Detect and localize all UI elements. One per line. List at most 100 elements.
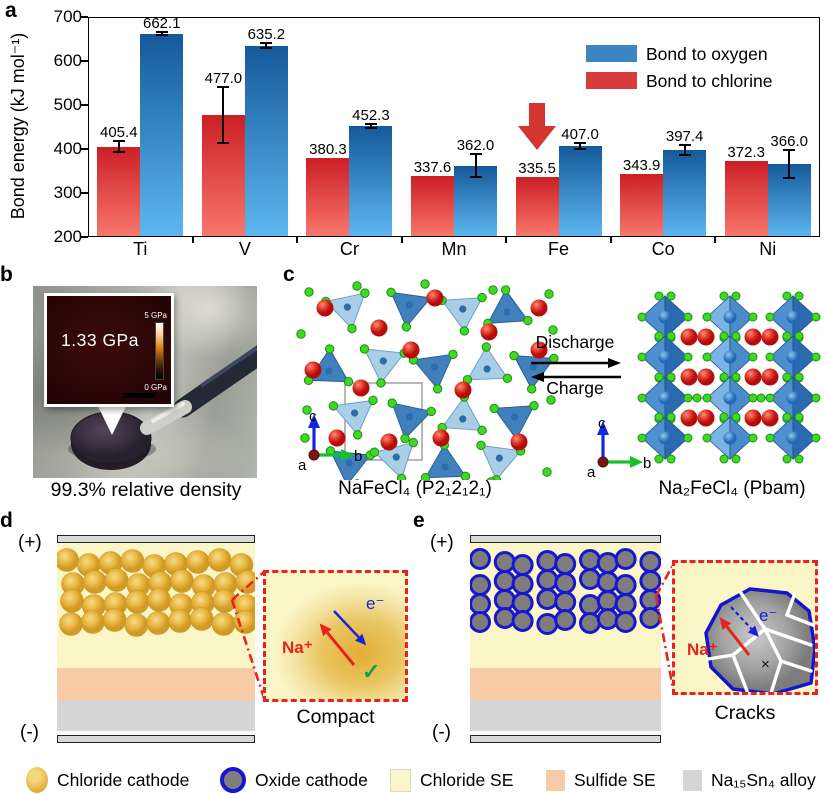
value-label: 452.3 [338,107,404,124]
value-label: 337.6 [400,159,466,176]
b-axis-label: b [354,448,362,465]
value-label: 477.0 [190,70,256,87]
legend-item-chloride-se: Chloride SE [390,766,513,794]
top-current-collector [470,535,661,543]
electron-label: e⁻ [366,594,384,613]
value-label: 635.2 [233,26,299,43]
chloride-cathode-swatch-icon [26,767,48,793]
y-tick-mark [81,148,88,150]
cross-icon: × [761,656,770,673]
x-category-label: V [200,239,290,260]
electron-label: e⁻ [759,606,777,625]
x-tick-mark [401,237,403,243]
modulus-value: 1.33 GPa [49,330,151,351]
na-ion-label: Na⁺ [282,638,313,657]
y-tick-mark [81,192,88,194]
error-bar-cap [113,151,125,153]
error-bar-cap [365,127,377,129]
value-label: 362.0 [443,137,509,154]
bar-Ti-chlorine [97,147,140,237]
x-category-label: Fe [514,239,604,260]
charge-label: Charge [522,378,628,399]
value-label: 335.5 [504,160,570,177]
legend-item-alloy: Na₁₅Sn₄ alloy [683,766,816,794]
error-bar-cap [574,148,586,150]
x-tick-mark [505,237,507,243]
na2fecl4-caption: Na₂FeCl₄ (Pbam) [638,478,826,500]
value-label: 366.0 [756,133,822,150]
negative-electrode-label: (-) [432,722,451,744]
a-axis-dot-icon [598,457,608,467]
error-bar [788,150,790,177]
a-axis-dot-icon [309,450,319,460]
x-tick-mark [610,237,612,243]
error-bar-cap [156,34,168,36]
legend-label: Na₁₅Sn₄ alloy [711,770,816,791]
panel-b-caption: 99.3% relative density [26,479,266,502]
x-category-label: Cr [304,239,394,260]
x-category-label: Co [618,239,708,260]
error-bar-cap [260,47,272,49]
legend-label: Chloride SE [420,770,513,791]
y-tick-mark [81,60,88,62]
y-tick-label: 600 [36,51,82,71]
panel-label-d: d [0,510,13,531]
legend-label-oxygen: Bond to oxygen [646,44,768,65]
bar-Fe-chlorine [516,177,559,237]
value-label: 405.4 [86,124,152,141]
legend-label: Chloride cathode [57,770,189,791]
x-category-label: Ti [95,239,185,260]
panel-label-b: b [0,264,13,285]
y-tick-mark [81,236,88,238]
x-tick-mark [192,237,194,243]
b-axis-arrow-icon [630,456,643,468]
pellet-photo: 1.33 GPa 5 GPa 0 GPa [33,286,257,478]
bar-Co-chlorine [620,174,663,237]
error-bar-cap [470,176,482,178]
x-tick-mark [714,237,716,243]
negative-electrode-label: (-) [20,722,39,744]
positive-electrode-label: (+) [430,532,454,554]
alloy-layer [470,700,661,731]
bottom-current-collector [470,735,661,743]
cracks-inset-drawing: Na⁺ e⁻ × [675,563,815,692]
bar-Ni-chlorine [725,161,768,237]
b-axis-arrow-icon [341,449,354,461]
error-bar [475,154,477,177]
value-label: 343.9 [609,157,675,174]
tweezers-tip [147,407,185,428]
colorbar-max-label: 5 GPa [127,311,167,320]
checkmark-icon: ✓ [362,659,380,684]
c-axis-label: c [598,415,606,432]
error-bar [222,87,224,142]
na-ion-label: Na⁺ [687,640,718,659]
error-bar-cap [783,177,795,179]
compact-caption: Compact [263,706,408,729]
discharge-label: Discharge [522,332,628,353]
x-category-label: Ni [723,239,813,260]
oxide-cell-stack [470,535,661,745]
zoom-leader-lines [226,566,268,706]
legend-swatch-chlorine [586,72,637,89]
alloy-swatch-icon [683,770,702,791]
y-tick-label: 500 [36,95,82,115]
value-label: 407.0 [547,126,613,143]
b-axis-label: b [643,455,651,472]
a-axis-label: a [587,464,596,481]
y-axis-label: Bond energy (kJ mol⁻¹) [8,15,28,237]
axis-triad-left: c b a [297,408,363,474]
bar-Mn-chlorine [411,176,454,237]
value-label: 380.3 [295,141,361,158]
y-tick-label: 400 [36,139,82,159]
chloride-se-swatch-icon [390,769,411,792]
legend-item-sulfide-se: Sulfide SE [546,766,656,794]
chloride-se-layer [470,543,661,668]
compact-inset: Na⁺ e⁻ ✓ [263,570,408,702]
cracks-inset: Na⁺ e⁻ × [672,560,818,695]
legend-label: Sulfide SE [574,770,656,791]
tweezers-body [183,354,257,408]
scale-bar [123,393,155,398]
panel-label-e: e [413,510,425,531]
oxide-cathode-swatch-icon [220,767,246,793]
legend-label-chlorine: Bond to chlorine [646,71,772,92]
